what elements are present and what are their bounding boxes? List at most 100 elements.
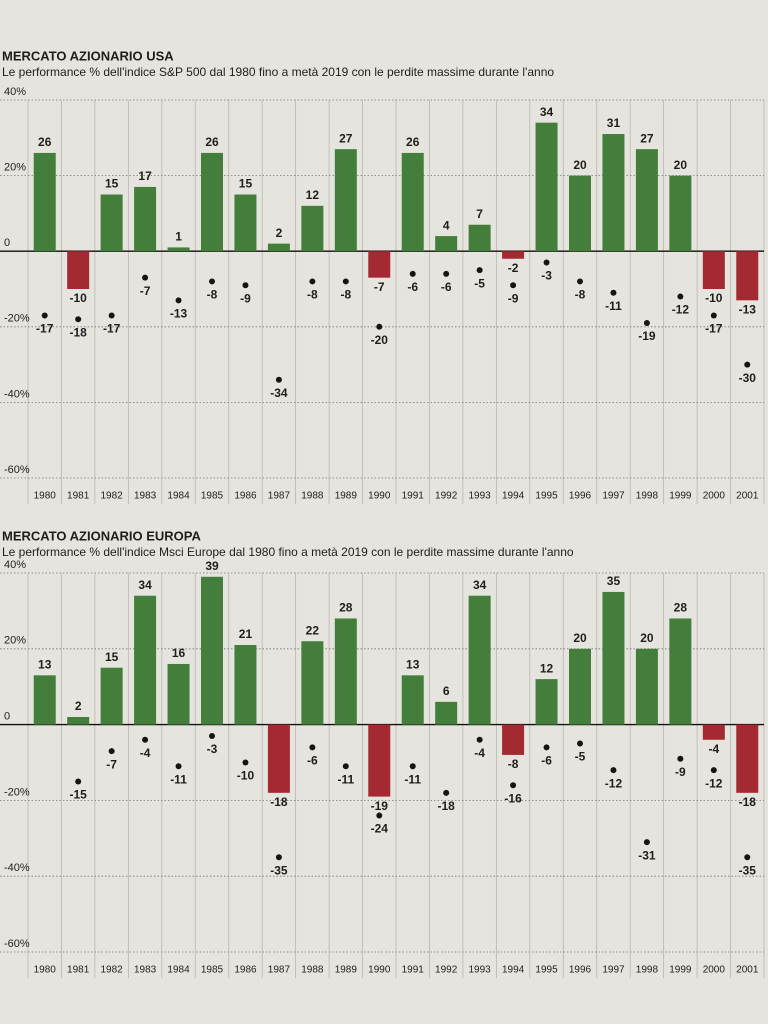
bar: [167, 663, 190, 725]
bar: [401, 675, 424, 725]
bar-value-label: 2: [276, 226, 283, 240]
x-tick-label: 1993: [469, 965, 492, 976]
max-loss-dot: [476, 267, 483, 274]
max-loss-label: -31: [638, 848, 656, 862]
bar-value-label: 15: [239, 177, 253, 191]
max-loss-label: -8: [575, 288, 586, 302]
max-loss-label: -7: [140, 284, 151, 298]
chart-title: MERCATO AZIONARIO EUROPA: [2, 528, 201, 543]
bar-value-label: 22: [306, 623, 320, 637]
max-loss-dot: [209, 732, 215, 739]
bar: [134, 186, 157, 252]
x-tick-label: 1992: [435, 965, 458, 976]
max-loss-label: -12: [605, 776, 623, 790]
max-loss-label: -8: [340, 288, 351, 302]
max-loss-label: -11: [605, 299, 622, 313]
bar: [67, 251, 90, 289]
bar: [702, 251, 725, 289]
max-loss-dot: [108, 748, 115, 755]
max-loss-label: -6: [307, 754, 318, 768]
bar-value-label: -4: [708, 742, 719, 756]
bar: [234, 645, 257, 725]
max-loss-label: -18: [70, 325, 88, 339]
max-loss-label: -5: [575, 750, 586, 764]
max-loss-label: -9: [675, 765, 686, 779]
max-loss-dot: [376, 812, 383, 819]
bar: [602, 591, 625, 725]
max-loss-label: -6: [541, 754, 552, 768]
x-tick-label: 1999: [669, 965, 692, 976]
bar: [234, 194, 257, 252]
bar-value-label: 6: [443, 684, 450, 698]
max-loss-dot: [242, 759, 249, 766]
y-tick-label: 20%: [4, 635, 26, 647]
max-loss-label: -5: [474, 276, 485, 290]
bar: [435, 236, 458, 252]
bar-value-label: 35: [607, 574, 621, 588]
max-loss-label: -7: [106, 757, 117, 771]
bar-value-label: 31: [607, 116, 621, 130]
bar: [535, 679, 558, 725]
bar-value-label: -19: [371, 799, 389, 813]
bar: [569, 175, 591, 252]
x-tick-label: 1982: [101, 491, 124, 502]
max-loss-dot: [309, 744, 316, 751]
bar: [569, 648, 591, 725]
bar: [201, 152, 223, 252]
max-loss-label: -11: [170, 772, 187, 786]
x-tick-label: 1996: [569, 491, 592, 502]
bar-value-label: 16: [172, 646, 186, 660]
bar: [368, 251, 391, 278]
bar-value-label: 15: [105, 177, 119, 191]
y-tick-label: -40%: [4, 862, 30, 874]
max-loss-dot: [610, 767, 617, 774]
bar: [301, 641, 324, 725]
x-tick-label: 1986: [234, 965, 257, 976]
max-loss-dot: [744, 854, 751, 861]
max-loss-dot: [108, 312, 115, 319]
x-tick-label: 1987: [268, 965, 291, 976]
y-tick-label: 0: [4, 711, 10, 723]
max-loss-dot: [175, 297, 182, 304]
x-tick-label: 1984: [167, 965, 190, 976]
max-loss-dot: [710, 312, 717, 319]
max-loss-dot: [510, 782, 517, 789]
y-tick-label: 20%: [4, 162, 26, 174]
y-tick-label: 0: [4, 237, 10, 249]
x-tick-label: 1985: [201, 965, 224, 976]
bar: [535, 122, 558, 252]
x-tick-label: 1997: [602, 491, 625, 502]
bar-value-label: 39: [205, 559, 219, 573]
bar: [267, 243, 290, 252]
x-tick-label: 2000: [703, 491, 726, 502]
bar-value-label: 20: [674, 158, 688, 172]
bar-value-label: 12: [540, 661, 554, 675]
max-loss-dot: [376, 323, 383, 330]
bar: [635, 648, 658, 725]
max-loss-dot: [209, 278, 215, 285]
max-loss-dot: [75, 778, 82, 785]
bar-value-label: 20: [573, 158, 587, 172]
max-loss-dot: [543, 744, 550, 751]
bar: [334, 618, 357, 725]
bar-value-label: 28: [339, 601, 353, 615]
max-loss-label: -9: [240, 291, 251, 305]
x-tick-label: 1991: [402, 491, 425, 502]
x-tick-label: 1980: [34, 491, 57, 502]
max-loss-label: -18: [438, 799, 456, 813]
bar: [736, 724, 759, 793]
chart-subtitle: Le performance % dell'indice S&P 500 dal…: [2, 65, 554, 79]
x-tick-label: 1994: [502, 965, 525, 976]
max-loss-dot: [275, 376, 282, 383]
max-loss-dot: [342, 763, 349, 770]
bar: [669, 618, 692, 725]
max-loss-dot: [175, 763, 182, 770]
max-loss-label: -35: [739, 863, 757, 877]
bar-value-label: 2: [75, 699, 82, 713]
y-tick-label: -20%: [4, 786, 30, 798]
x-tick-label: 1982: [101, 965, 124, 976]
bar-value-label: -10: [705, 291, 723, 305]
bar-value-label: -8: [508, 757, 519, 771]
bar-value-label: -2: [508, 261, 519, 275]
bar: [602, 134, 625, 252]
